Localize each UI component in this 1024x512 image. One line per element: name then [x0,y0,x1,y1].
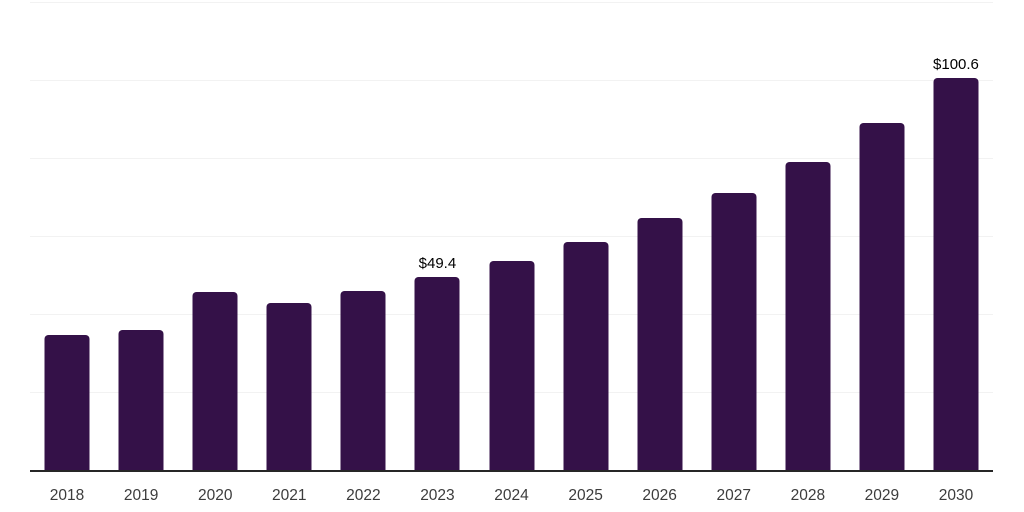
gridline [30,158,993,159]
bar-slot-2030: $100.6 [919,2,993,470]
gridline [30,2,993,3]
bar-slot-2025 [549,2,623,470]
bar-value-label-2030: $100.6 [933,56,979,73]
x-tick-label-2030: 2030 [938,487,974,504]
bar-2020 [192,292,238,470]
bar-value-label-2023: $49.4 [418,255,457,272]
bar-2024 [489,261,534,470]
x-tick-label-2021: 2021 [272,487,307,504]
bar-slot-2028 [771,2,845,470]
x-tick-label-2023: 2023 [420,487,455,504]
bar-2028 [785,162,831,470]
x-tick-label-2025: 2025 [568,487,603,504]
bar-slot-2026 [623,2,697,470]
bar-slot-2027 [697,2,771,470]
bar-2030 [933,78,979,470]
bar-slot-2022 [326,2,400,470]
x-axis-line [30,470,993,472]
x-tick-label-2024: 2024 [494,487,529,504]
bar-slot-2024 [474,2,548,470]
bar-2025 [563,242,609,470]
x-tick-label-2026: 2026 [642,487,677,504]
bar-slot-2018 [30,2,104,470]
bar-2021 [266,303,312,470]
x-tick-label-2018: 2018 [49,487,85,504]
bar-2027 [711,193,757,470]
gridline [30,236,993,237]
x-tick-label-2022: 2022 [346,487,381,504]
x-tick-label-2028: 2028 [790,487,826,504]
bar-slot-2019 [104,2,178,470]
bar-2026 [637,218,683,470]
bar-2023 [414,277,460,470]
x-tick-label-2020: 2020 [197,487,233,504]
x-tick-label-2019: 2019 [123,487,159,504]
bar-2019 [118,330,164,470]
gridline [30,80,993,81]
bar-slot-2029 [845,2,919,470]
bar-slot-2023: $49.4 [400,2,474,470]
bar-2029 [859,123,905,470]
x-axis-tick-labels: 2018 2019 2020 2021 2022 2023 2024 2025 2026 2027… [30,486,993,508]
bar-2018 [44,335,90,470]
bars-row: $49.4 $100.6 [30,2,993,470]
x-tick-label-2029: 2029 [864,487,900,504]
bar-slot-2021 [252,2,326,470]
bar-slot-2020 [178,2,252,470]
x-tick-label-2027: 2027 [716,487,751,504]
bar-2022 [340,291,386,470]
